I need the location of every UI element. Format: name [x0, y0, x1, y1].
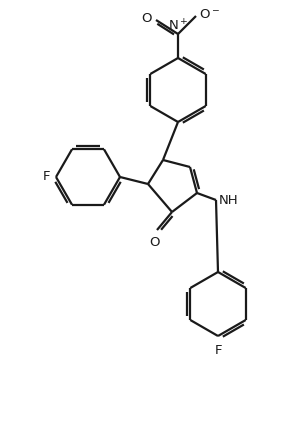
Text: O: O	[150, 236, 160, 249]
Text: NH: NH	[219, 194, 239, 206]
Text: F: F	[42, 171, 50, 184]
Text: O: O	[142, 12, 152, 25]
Text: N$^+$: N$^+$	[168, 19, 188, 34]
Text: F: F	[214, 344, 222, 357]
Text: O$^-$: O$^-$	[199, 7, 220, 20]
